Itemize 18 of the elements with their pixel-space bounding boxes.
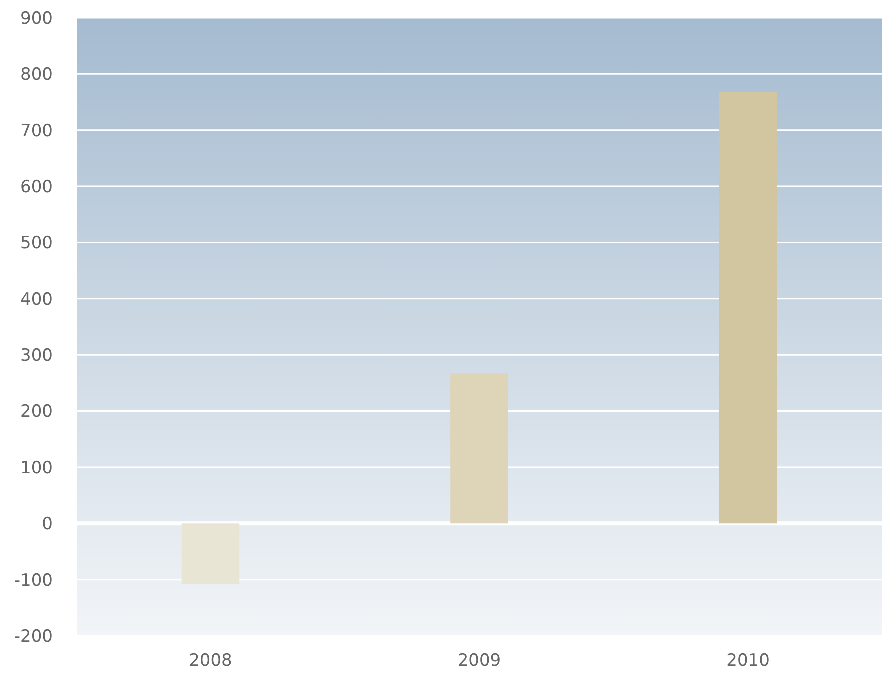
bar xyxy=(719,92,778,524)
y-tick-label: 500 xyxy=(20,234,53,254)
y-tick-label: 400 xyxy=(20,290,53,310)
y-tick-label: 0 xyxy=(42,514,53,535)
x-tick-label: 2009 xyxy=(458,651,502,671)
y-tick-label: 100 xyxy=(20,458,53,478)
y-tick-label: 800 xyxy=(20,65,53,86)
y-tick-label: 200 xyxy=(20,402,53,422)
y-tick-label: 600 xyxy=(20,177,53,198)
y-tick-label: 300 xyxy=(20,346,53,366)
y-tick-label: -200 xyxy=(14,626,53,647)
bar xyxy=(182,524,240,584)
y-tick-label: -100 xyxy=(14,570,53,591)
x-tick-label: 2010 xyxy=(726,651,770,671)
x-tick-label: 2008 xyxy=(189,651,232,671)
y-tick-label: 700 xyxy=(20,121,53,142)
bar xyxy=(450,374,508,524)
y-tick-label: 900 xyxy=(20,8,53,29)
